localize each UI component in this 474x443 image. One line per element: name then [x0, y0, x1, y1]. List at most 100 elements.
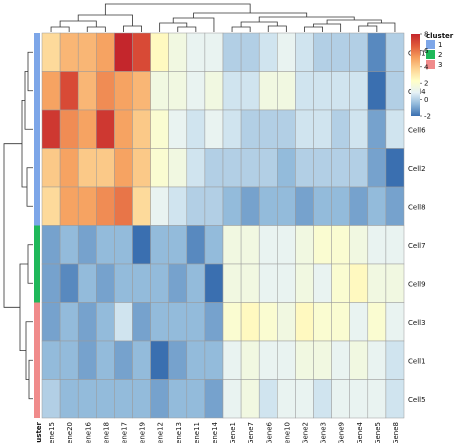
heatmap-cell [150, 71, 169, 111]
dendrogram-branch [172, 17, 215, 32]
legend-swatch [426, 60, 435, 69]
column-dendrogram [50, 3, 396, 32]
dendrogram-branch [159, 22, 188, 32]
heatmap-cell [349, 302, 369, 342]
heatmap-cell [258, 340, 278, 380]
heatmap-cell [150, 379, 169, 419]
heatmap-cell [168, 186, 188, 226]
heatmap-cell [204, 340, 224, 380]
legend-title: cluster [426, 32, 454, 40]
heatmap-cell [295, 109, 314, 149]
column-labels: Gene15 Gene20 Gene16 Gene18 Gene17 Gene19 Gene… [35, 421, 400, 443]
heatmap-cell [77, 263, 97, 303]
heatmap-cell [96, 32, 115, 72]
heatmap-cell [114, 32, 133, 72]
heatmap-cell [77, 379, 97, 419]
heatmap-cell [295, 186, 314, 226]
legend-swatch [426, 40, 435, 49]
heatmap-cell [313, 302, 332, 342]
heatmap-cell [277, 186, 296, 226]
heatmap-cell [186, 225, 206, 265]
heatmap-cell [277, 302, 296, 342]
dendrogram-branch [59, 20, 97, 27]
column-label: Gene16 [84, 421, 92, 443]
heatmap-cell [385, 302, 405, 342]
legend-label: 2 [438, 51, 442, 59]
cluster-annotation-cell [34, 71, 40, 110]
heatmap-cell [132, 302, 151, 342]
heatmap-cell [222, 109, 242, 149]
column-label: Gene19 [139, 422, 147, 443]
dendrogram-branch [313, 23, 342, 32]
heatmap-cell [385, 148, 405, 188]
column-label: Gene14 [211, 421, 219, 443]
heatmap-cell [385, 340, 405, 380]
heatmap-cell [331, 225, 350, 265]
heatmap-cell [295, 263, 314, 303]
heatmap-cell [168, 109, 188, 149]
heatmap-cell [277, 379, 296, 419]
heatmap-cell [295, 225, 314, 265]
column-label: Gene12 [157, 422, 165, 443]
column-label: Gene11 [193, 422, 201, 443]
heatmap-cell [367, 109, 387, 149]
heatmap-cell [168, 148, 188, 188]
legend-label: 3 [438, 61, 442, 69]
heatmap-cell [222, 32, 242, 72]
heatmap-cell [77, 32, 97, 72]
heatmap-cell [295, 379, 314, 419]
dendrogram-branch [104, 3, 251, 15]
heatmap-cell [168, 263, 188, 303]
heatmap-cell [313, 148, 332, 188]
row-label: Cell3 [408, 319, 426, 327]
column-label: Gene2 [301, 422, 309, 443]
heatmap-cell [41, 32, 61, 72]
dendrogram-branch [177, 26, 197, 32]
heatmap-cell [204, 302, 224, 342]
heatmap-cell [96, 186, 115, 226]
heatmap-cell [258, 302, 278, 342]
dendrogram-branch [50, 26, 70, 32]
colorbar-tick-label: 4 [424, 63, 429, 71]
heatmap-cell [367, 186, 387, 226]
heatmap-cell [240, 148, 260, 188]
column-label: Gene13 [175, 422, 183, 443]
dendrogram-branch [267, 25, 287, 32]
legend-swatch [426, 50, 435, 59]
heatmap-cell [313, 109, 332, 149]
heatmap-cell [59, 225, 79, 265]
heatmap-cell [132, 340, 151, 380]
heatmap-cell [41, 263, 61, 303]
heatmap-cell [186, 148, 206, 188]
dendrogram-branch [24, 71, 33, 130]
heatmap-cell [331, 263, 350, 303]
heatmap-cell [168, 302, 188, 342]
heatmap-cell [367, 379, 387, 419]
heatmap-cell [258, 32, 278, 72]
heatmap-cell [349, 32, 369, 72]
heatmap-cell [150, 302, 169, 342]
heatmap-cell [385, 186, 405, 226]
heatmap-cell [41, 109, 61, 149]
dendrogram-branch [231, 26, 251, 32]
heatmap-cell [240, 340, 260, 380]
heatmap-cell [331, 186, 350, 226]
heatmap-cell [204, 32, 224, 72]
dendrogram-branch [26, 167, 33, 207]
cluster-annotation-cell [34, 379, 40, 418]
heatmap-cell [240, 225, 260, 265]
heatmap-cell [77, 71, 97, 111]
heatmap-cell [331, 148, 350, 188]
heatmap-cell [258, 263, 278, 303]
heatmap-cell [77, 148, 97, 188]
heatmap-cell [114, 302, 133, 342]
heatmap-cell [349, 225, 369, 265]
dendrogram-branch [86, 26, 106, 32]
column-label: Gene17 [120, 422, 128, 443]
cluster-annotation-cell [34, 33, 40, 72]
heatmap-cell [96, 225, 115, 265]
heatmap-cell [204, 263, 224, 303]
heatmap-cell [168, 379, 188, 419]
heatmap-cell [240, 263, 260, 303]
